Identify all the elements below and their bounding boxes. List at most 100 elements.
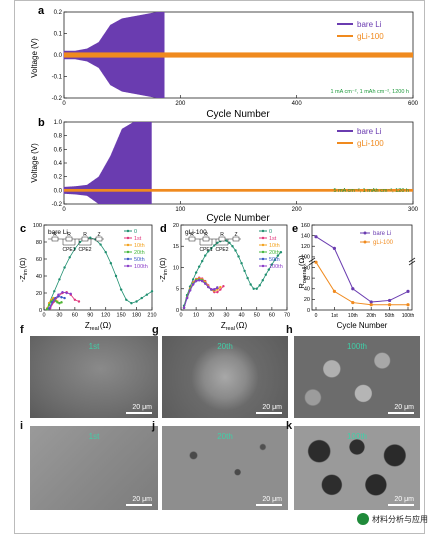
panel-b-ytick-label: 1.0 <box>54 120 63 126</box>
panel-d-data-point <box>249 283 252 286</box>
panel-d-data-point <box>252 287 255 290</box>
panel-c-xlabel-main: Z <box>85 321 90 330</box>
panel-d-data-point <box>261 279 264 282</box>
panel-e-series-line <box>315 236 409 303</box>
panel-e-ytick-label: 120 <box>301 244 310 250</box>
scale-bar-h: 20 μm <box>388 404 414 414</box>
panel-c-data-point <box>45 307 49 311</box>
panel-d-ytick-label: 10 <box>173 265 179 271</box>
panel-d-data-point <box>191 278 195 281</box>
panel-d-data-point <box>197 265 201 268</box>
panel-c-data-point <box>65 291 68 295</box>
panel-e-xlabel: Cycle Number <box>337 321 388 330</box>
panel-c-data-point <box>50 298 53 301</box>
circuit-cpe-branch <box>78 239 92 246</box>
scale-bar-k-line <box>388 504 414 506</box>
scale-bar-f-line <box>126 412 152 414</box>
panel-d-xtick-label: 60 <box>269 313 275 319</box>
panel-e-xtick-label: 10th <box>348 313 358 319</box>
panel-d-data-point <box>216 288 219 291</box>
panel-d-legend-marker <box>261 229 265 233</box>
panel-d-data-point <box>216 290 219 294</box>
panel-c-data-point <box>135 300 138 303</box>
panel-d-data-point <box>194 279 198 283</box>
panel-c-data-point <box>104 251 107 254</box>
panel-d-data-point <box>228 241 231 245</box>
panel-c-series-5 <box>48 290 72 309</box>
circuit-cpe-label: CPE2 <box>215 247 228 253</box>
scale-bar-i: 20 μm <box>126 496 152 506</box>
panel-d-legend-marker <box>261 264 265 268</box>
panel-d-data-point <box>243 269 246 273</box>
panel-c-data-point <box>130 302 133 305</box>
panel-c-data-point <box>63 266 66 269</box>
panel-d-data-point <box>201 279 204 283</box>
panel-letter-h: h <box>286 324 293 336</box>
panel-a: a Voltage (V) 0.2 0.1 0.0 -0.1 -0.20 200 400 60… <box>30 5 419 120</box>
circuit-element <box>188 236 196 242</box>
panel-d-data-point <box>204 254 207 257</box>
circuit-cpe-label: CPE2 <box>78 247 91 253</box>
panel-e-data-point <box>314 235 318 239</box>
panel-a-xtick-label: 200 <box>175 101 186 107</box>
panel-d-legend-label: 0 <box>269 229 272 235</box>
panel-d-data-point <box>194 271 198 274</box>
wechat-logo-icon <box>357 513 369 525</box>
panel-b-ytick-label: 0.6 <box>54 147 63 153</box>
panel-d-data-point <box>237 255 240 258</box>
panel-c-data-point <box>63 296 66 300</box>
circuit-element <box>65 236 73 242</box>
panel-c-legend-label: 50th <box>134 257 145 263</box>
panel-e-data-point <box>314 260 318 264</box>
panel-d-xtick-label: 10 <box>193 313 199 319</box>
panel-d-data-point <box>279 251 283 254</box>
panel-c-xlabel: Zreal(Ω) <box>85 321 112 332</box>
panel-d-ytick-label: 5 <box>176 287 179 293</box>
panel-e-data-point <box>388 303 392 307</box>
panel-e-data-point <box>351 287 355 291</box>
panel-d-data-point <box>197 279 201 282</box>
panel-a-note: 1 mA cm⁻², 1 mAh cm⁻², 1200 h <box>330 89 409 95</box>
panel-d-ytick-label: 15 <box>173 244 179 250</box>
panel-c-data-point <box>58 278 61 281</box>
panel-c-xtick-label: 60 <box>72 313 78 319</box>
panel-d-xtick-label: 0 <box>179 313 182 319</box>
panel-d-data-point <box>255 287 258 290</box>
scale-bar-g: 20 μm <box>256 404 282 414</box>
panel-d-legend-label: 100th <box>269 264 283 270</box>
panel-b-xlabel: Cycle Number <box>206 213 270 224</box>
scale-bar-f: 20 μm <box>126 404 152 414</box>
circuit-cpe-branch <box>199 239 213 246</box>
panel-a-ytick-label: -0.2 <box>52 96 63 102</box>
panel-d-xlabel: Zreal(Ω) <box>221 321 248 332</box>
circuit-element <box>202 236 210 242</box>
panel-e-data-point <box>406 289 410 294</box>
panel-c-ytick-label: 0 <box>39 308 42 314</box>
panel-c-xlabel-unit: (Ω) <box>100 321 112 330</box>
panel-e-xtick-label: 20th <box>366 313 376 319</box>
scale-bar-i-line <box>126 504 152 506</box>
panel-b-ylabel: Voltage (V) <box>30 143 39 183</box>
panel-c-data-point <box>89 236 92 239</box>
panel-c-xtick-label: 150 <box>117 313 126 319</box>
circuit-element <box>95 236 103 242</box>
panel-e-ylabel-sub: overall <box>302 267 308 283</box>
panel-e-data-point <box>351 300 355 305</box>
panel-c-ylabel-sub: im <box>23 269 29 275</box>
panel-e-data-point <box>369 300 373 304</box>
panel-e-legend: bare Li gLi-100 <box>360 231 394 246</box>
panel-d-data-point <box>216 286 219 289</box>
panel-b-xtick-label: 200 <box>292 207 303 213</box>
panel-e-ytick-label: 80 <box>304 265 310 271</box>
circuit-element-label: R <box>190 232 194 238</box>
panel-e-xtick-label: 50th <box>385 313 395 319</box>
panel-letter-j: j <box>152 420 156 432</box>
panel-d-data-point <box>267 268 271 271</box>
panel-c-axes <box>43 224 153 311</box>
panel-c-legend-label: 0 <box>134 229 137 235</box>
panel-c-data-point <box>56 301 59 304</box>
panel-d-data-point <box>182 306 186 310</box>
panel-b-ytick-label: 0.8 <box>54 134 63 140</box>
